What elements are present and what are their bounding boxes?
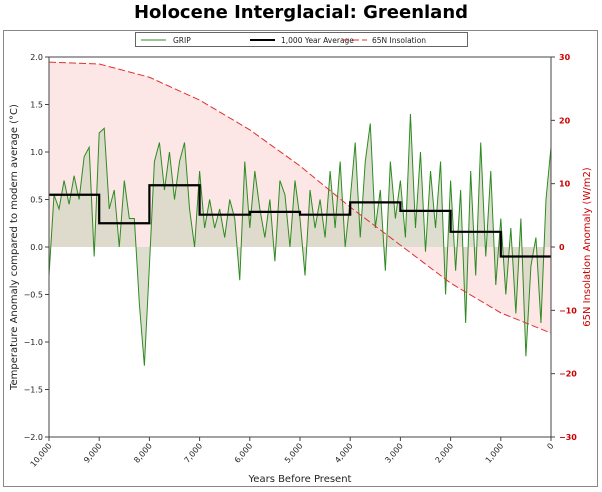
- y2-tick-label: 30: [559, 53, 571, 62]
- legend-box: [135, 32, 468, 47]
- y2-axis-label: 65N Insolation Anomaly (W/m2): [582, 167, 593, 327]
- y2-tick-label: 20: [559, 116, 571, 125]
- figure-frame: [3, 30, 598, 487]
- y-tick-label: 0.5: [30, 196, 43, 205]
- x-tick-label: 7,000: [183, 442, 205, 465]
- x-tick-label: 5,000: [283, 442, 305, 465]
- x-tick-label: 3,000: [383, 442, 405, 465]
- chart-title: Holocene Interglacial: Greenland: [133, 2, 469, 23]
- x-tick-label: 0: [545, 442, 555, 452]
- grip-series-line: [48, 113, 552, 366]
- x-tick-label: 10,000: [29, 442, 54, 469]
- y2-tick-label: −20: [559, 370, 577, 379]
- legend-label-insolation: 65N Insolation: [372, 36, 426, 45]
- x-tick-label: 1,000: [484, 442, 506, 465]
- y-tick-label: −1.5: [24, 386, 43, 395]
- legend-label-grip: GRIP: [173, 36, 191, 45]
- legend-label-average: 1,000 Year Average: [281, 36, 354, 45]
- x-axis-label: Years Before Present: [248, 474, 352, 485]
- y-axis-label: Temperature Anomaly compared to modern a…: [9, 104, 20, 391]
- insolation-series-line: [48, 61, 552, 334]
- y-tick-label: −2.0: [24, 433, 43, 442]
- y-tick-label: 1.0: [30, 148, 43, 157]
- y-tick-label: −1.0: [24, 338, 43, 347]
- insolation-fill: [49, 62, 551, 334]
- average-series-line: [49, 184, 551, 258]
- x-tick-label: 8,000: [132, 442, 154, 465]
- y2-tick-label: −10: [559, 306, 577, 315]
- y-tick-label: 2.0: [30, 53, 43, 62]
- x-tick-label: 2,000: [434, 442, 456, 465]
- y-tick-label: 1.5: [30, 101, 43, 110]
- y-tick-label: −0.5: [24, 291, 43, 300]
- y2-tick-label: −30: [559, 433, 577, 442]
- y2-tick-label: 0: [559, 243, 565, 252]
- x-tick-label: 4,000: [333, 442, 355, 465]
- x-tick-label: 9,000: [82, 442, 104, 465]
- y-tick-label: 0.0: [30, 243, 43, 252]
- grip-fill: [49, 114, 551, 366]
- y2-tick-label: 10: [559, 180, 571, 189]
- x-tick-label: 6,000: [233, 442, 255, 465]
